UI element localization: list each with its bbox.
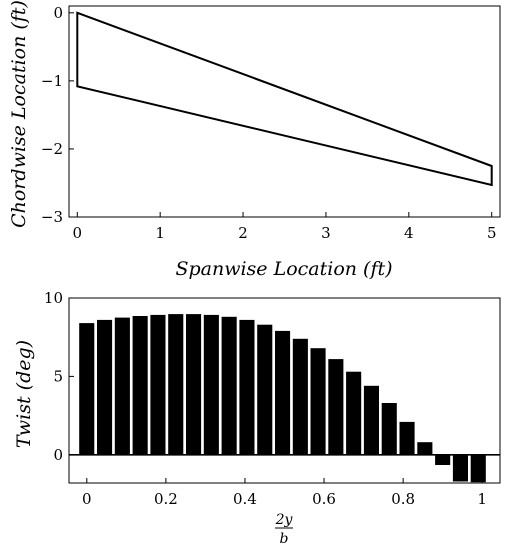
twist-y-ticks: 0 5 10	[44, 289, 74, 464]
twist-x-tick-label: 0.6	[312, 490, 336, 508]
twist-bar	[452, 454, 468, 482]
twist-bar	[470, 454, 486, 483]
twist-bar	[363, 385, 379, 455]
twist-y-tick-label: 5	[53, 367, 63, 385]
twist-y-tick-label: 0	[53, 446, 63, 464]
twist-y-label: Twist (deg)	[13, 340, 35, 448]
twist-bar	[221, 316, 237, 455]
planform-y-tick-label: −1	[41, 72, 63, 90]
planform-y-tick-label: 0	[53, 4, 63, 22]
twist-bar	[168, 314, 184, 455]
twist-chart: 0 0.2 0.4 0.6 0.8 1 0 5 10 2y b Twist (deg)	[13, 289, 501, 547]
twist-x-tick-label: 0.2	[154, 490, 178, 508]
twist-bar	[399, 421, 415, 455]
planform-x-tick-label: 1	[155, 224, 165, 242]
planform-axes-box	[68, 5, 501, 218]
twist-axes-box	[68, 297, 501, 484]
twist-bars	[79, 314, 486, 483]
twist-bar	[292, 338, 308, 455]
planform-y-label: Chordwise Location (ft)	[8, 0, 30, 228]
twist-x-ticks: 0 0.2 0.4 0.6 0.8 1	[82, 478, 487, 508]
twist-bar	[381, 403, 397, 455]
twist-x-label-denominator: b	[280, 531, 289, 547]
planform-x-tick-label: 2	[238, 224, 248, 242]
twist-bar	[114, 317, 130, 455]
planform-y-ticks: 0 −1 −2 −3	[41, 4, 74, 226]
twist-x-tick-label: 0	[82, 490, 92, 508]
twist-bar	[310, 348, 326, 455]
twist-bar	[239, 319, 255, 455]
twist-bar	[275, 330, 291, 455]
planform-outline	[76, 11, 493, 187]
planform-x-tick-label: 3	[321, 224, 331, 242]
twist-bar	[79, 323, 95, 455]
planform-x-label: Spanwise Location (ft)	[175, 258, 392, 280]
twist-bar	[186, 314, 202, 455]
twist-bar	[435, 454, 451, 465]
twist-x-tick-label: 0.8	[391, 490, 415, 508]
twist-x-label-numerator: 2y	[275, 512, 294, 528]
twist-y-tick-label: 10	[44, 289, 63, 307]
planform-x-tick-label: 4	[404, 224, 414, 242]
twist-bar	[417, 442, 433, 455]
twist-x-tick-label: 0.4	[233, 490, 257, 508]
planform-x-tick-label: 5	[487, 224, 497, 242]
planform-y-tick-label: −2	[41, 140, 63, 158]
planform-x-tick-label: 0	[73, 224, 83, 242]
twist-bar	[328, 359, 344, 455]
twist-bar	[346, 371, 362, 455]
planform-chart: 0 1 2 3 4 5 0 −1 −2 −3 Spanwise Location (ft) Ch…	[8, 0, 501, 280]
twist-bar	[97, 319, 113, 455]
twist-bar	[132, 316, 148, 455]
twist-bar	[203, 314, 219, 455]
planform-x-ticks: 0 1 2 3 4 5	[73, 212, 497, 242]
twist-bar	[257, 324, 273, 455]
planform-y-tick-label: −3	[41, 208, 63, 226]
twist-x-tick-label: 1	[477, 490, 487, 508]
twist-bar	[150, 314, 166, 455]
